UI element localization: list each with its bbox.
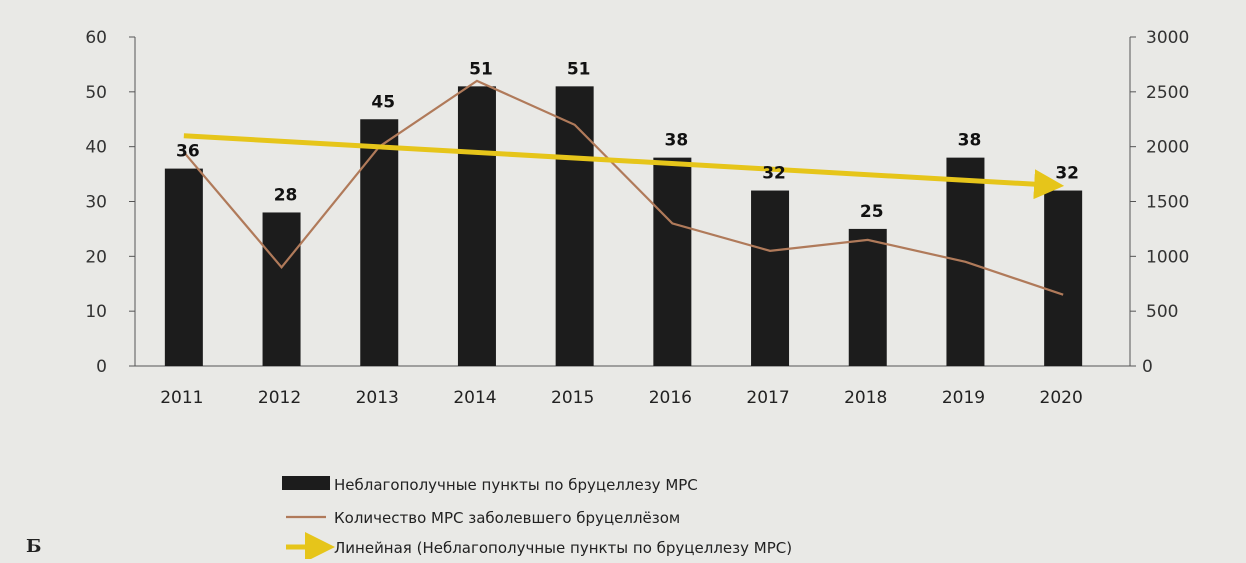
bar bbox=[751, 190, 790, 366]
bar bbox=[555, 86, 594, 366]
legend-label: Неблагополучные пункты по бруцеллезу МРС bbox=[334, 476, 698, 494]
trendline-series bbox=[183, 133, 1065, 200]
data-label: 32 bbox=[1055, 164, 1079, 184]
data-label: 25 bbox=[860, 202, 884, 222]
bar bbox=[457, 86, 496, 366]
data-label: 28 bbox=[274, 185, 298, 205]
series-line bbox=[183, 79, 1064, 296]
y-left-tick-label: 30 bbox=[85, 193, 107, 213]
x-tick-label: 2020 bbox=[1040, 388, 1083, 408]
data-labels: 36 28 45 51 51 38 32 25 38 32 bbox=[176, 59, 1079, 222]
data-label: 32 bbox=[762, 164, 786, 184]
bar bbox=[1044, 190, 1083, 366]
bar bbox=[653, 157, 692, 366]
y-right-tick-label: 500 bbox=[1146, 302, 1178, 322]
legend-label: Линейная (Неблагополучные пункты по бруц… bbox=[334, 539, 792, 557]
data-label: 38 bbox=[958, 131, 982, 151]
legend-label: Количество МРС заболевшего бруцеллёзом bbox=[334, 509, 680, 527]
bar bbox=[164, 168, 203, 366]
y-left-tick-label: 50 bbox=[85, 83, 107, 103]
tick-labels: 0 10 20 30 40 50 60 0 500 1000 1500 2000 2500 3000 201… bbox=[85, 28, 1189, 408]
y-right-tick-label: 2000 bbox=[1146, 138, 1189, 158]
x-tick-label: 2017 bbox=[746, 388, 789, 408]
x-tick-label: 2018 bbox=[844, 388, 887, 408]
x-tick-label: 2015 bbox=[551, 388, 594, 408]
legend-swatch-bars bbox=[282, 476, 330, 490]
y-left-tick-label: 40 bbox=[85, 138, 107, 158]
x-tick-label: 2012 bbox=[258, 388, 301, 408]
data-label: 38 bbox=[665, 131, 689, 151]
bar bbox=[848, 228, 887, 366]
line-series bbox=[183, 79, 1064, 296]
y-right-tick-label: 0 bbox=[1142, 357, 1153, 377]
panel-label: Б bbox=[26, 536, 41, 557]
y-right-tick-label: 2500 bbox=[1146, 83, 1189, 103]
bar bbox=[262, 212, 301, 366]
data-label: 45 bbox=[371, 92, 395, 112]
data-label: 51 bbox=[567, 59, 591, 79]
data-label: 51 bbox=[469, 59, 493, 79]
trend-line bbox=[183, 133, 1065, 200]
y-right-tick-label: 1500 bbox=[1146, 193, 1189, 213]
y-left-tick-label: 10 bbox=[85, 302, 107, 322]
x-tick-label: 2014 bbox=[453, 388, 496, 408]
data-label: 36 bbox=[176, 142, 200, 162]
bar-series bbox=[164, 86, 1083, 366]
bar bbox=[360, 119, 399, 366]
chart-axes bbox=[129, 36, 1136, 367]
x-tick-label: 2019 bbox=[942, 388, 985, 408]
y-right-tick-label: 3000 bbox=[1146, 28, 1189, 48]
x-tick-label: 2013 bbox=[356, 388, 399, 408]
y-right-tick-label: 1000 bbox=[1146, 247, 1189, 267]
y-left-tick-label: 0 bbox=[96, 357, 107, 377]
x-tick-label: 2016 bbox=[649, 388, 692, 408]
legend: Неблагополучные пункты по бруцеллезу МРС… bbox=[282, 476, 792, 562]
y-left-tick-label: 20 bbox=[85, 247, 107, 267]
x-tick-label: 2011 bbox=[160, 388, 203, 408]
y-left-tick-label: 60 bbox=[85, 28, 107, 48]
